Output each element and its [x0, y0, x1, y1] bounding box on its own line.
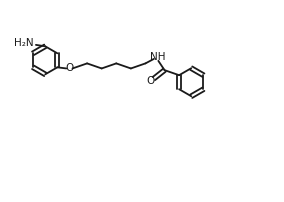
- Text: O: O: [65, 63, 73, 74]
- Text: O: O: [146, 76, 154, 86]
- Text: H₂N: H₂N: [14, 38, 34, 48]
- Text: NH: NH: [150, 52, 165, 62]
